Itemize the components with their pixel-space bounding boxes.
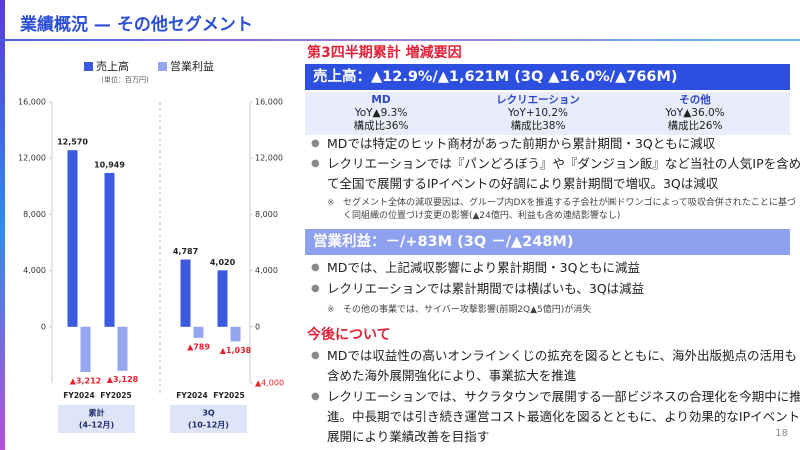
bar	[67, 150, 78, 327]
group-sublabel: (10-12月)	[188, 421, 229, 430]
breakdown-share: 構成比26%	[667, 120, 723, 132]
slide-title: 業績概況 — その他セグメント	[20, 15, 253, 35]
header-rule	[0, 39, 800, 41]
bar	[80, 326, 91, 372]
legend-swatch	[158, 62, 167, 71]
y-tick-label: 12,000	[18, 154, 46, 163]
bullet: レクリエーションでは『パンどろぼう』や『ダンジョン飯』など当社の人気IPを含めて…	[311, 154, 800, 194]
value-label: 4,787	[173, 247, 198, 256]
legend-swatch	[84, 62, 93, 71]
bar	[104, 172, 115, 327]
bar	[230, 326, 241, 342]
breakdown-item: MD YoY▲9.3% 構成比36%	[301, 94, 461, 133]
x-tick-label: FY2024	[176, 391, 207, 400]
y-tick-label: 16,000	[18, 98, 46, 107]
breakdown-name: MD	[371, 94, 391, 106]
value-label: 4,020	[210, 258, 236, 267]
breakdown-name: レクリエーション	[496, 94, 580, 106]
section-heading: 今後について	[307, 327, 391, 343]
x-tick-label: FY2025	[213, 391, 244, 400]
chart: 0 4,000 8,000 12,000 16,000 ▲4,000 0 4,000 8,000…	[18, 59, 284, 433]
breakdown-yoy: YoY▲9.3%	[354, 107, 408, 119]
sales-summary: 売上高：▲12.9%/▲1,621M (3Q ▲16.0%/▲766M)	[305, 64, 790, 90]
section-heading: 第3四半期累計 増減要因	[307, 45, 462, 61]
breakdown-yoy: YoY▲36.0%	[665, 107, 725, 119]
bar	[217, 270, 228, 327]
bullet: レクリエーションでは、サクラタウンで展開する一部ビジネスの合理化を今期中に推進。…	[311, 387, 800, 447]
value-label: ▲3,128	[107, 375, 139, 384]
group-box	[170, 405, 247, 433]
breakdown-item: その他 YoY▲36.0% 構成比26%	[615, 94, 775, 133]
value-label: ▲789	[187, 342, 210, 351]
bar	[193, 326, 204, 338]
edge-decoration	[0, 0, 5, 450]
bullet: レクリエーションでは累計期間では横ばいも、3Qは減益	[311, 279, 800, 299]
y-tick-label: 0	[41, 322, 46, 331]
value-label: ▲3,212	[70, 376, 101, 385]
bullet: MDでは、上記減収影響により累計期間・3Qともに減益	[311, 258, 800, 278]
note: その他の事業では、サイバー攻撃影響(前期2Q▲5億円)が消失	[327, 304, 800, 317]
y2-tick-label: 8,000	[255, 210, 278, 219]
group-label: 3Q	[202, 409, 215, 418]
x-tick-label: FY2025	[100, 391, 131, 400]
value-label: 12,570	[57, 138, 88, 147]
group-label: 累計	[89, 408, 105, 418]
breakdown-box	[305, 92, 790, 135]
legend-label: 営業利益	[170, 59, 214, 73]
breakdown-name: その他	[679, 94, 711, 106]
y2-tick-label: 16,000	[255, 98, 283, 107]
group-box	[58, 405, 135, 433]
bar	[180, 259, 191, 327]
y2-tick-label: 12,000	[255, 154, 283, 163]
breakdown-yoy: YoY+10.2%	[507, 107, 568, 119]
profit-summary: 営業利益：－/+83M (3Q －/▲248M)	[305, 229, 790, 255]
bullet: MDでは収益性の高いオンラインくじの拡充を図るとともに、海外出版拠点の活用も含め…	[311, 346, 800, 386]
y-tick-label: 8,000	[23, 210, 46, 219]
y2-tick-label: 0	[255, 322, 260, 331]
note: セグメント全体の減収要因は、グループ内DXを推進する子会社が㈱ドワンゴによって吸…	[327, 197, 800, 223]
legend-label: 売上高	[96, 59, 129, 73]
breakdown-share: 構成比38%	[510, 120, 566, 132]
value-label: ▲1,038	[220, 346, 252, 355]
group-sublabel: (4-12月)	[79, 421, 114, 430]
bullet: MDでは特定のヒット商材があった前期から累計期間・3Qともに減収	[311, 134, 800, 154]
y-tick-label: 4,000	[23, 266, 46, 275]
value-label: 10,949	[94, 160, 125, 169]
breakdown-share: 構成比36%	[353, 120, 409, 132]
page-number: 18	[775, 428, 788, 439]
breakdown-item: レクリエーション YoY+10.2% 構成比38%	[458, 94, 618, 133]
y2-tick-label: 4,000	[255, 266, 278, 275]
y2-tick-label: ▲4,000	[255, 379, 284, 388]
bar	[117, 326, 128, 371]
x-tick-label: FY2024	[63, 391, 94, 400]
unit-note: (単位：百万円)	[101, 75, 149, 84]
